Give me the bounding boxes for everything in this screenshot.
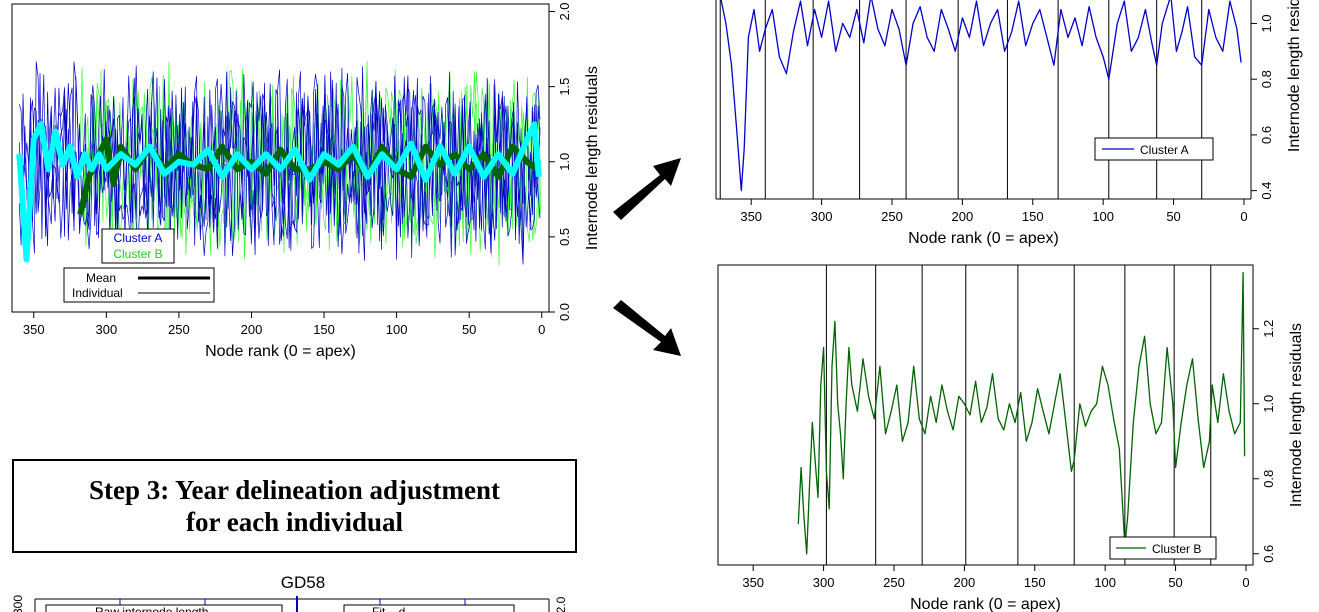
x-tick-label: 350 — [23, 322, 45, 337]
series-mean-cluster-a — [16, 121, 542, 263]
gd58-legend-right-label: Fit ...d ... — [372, 605, 419, 612]
gd58-legend-left-label: Raw internode length — [95, 605, 208, 612]
y-tick-label: 1.5 — [557, 78, 572, 96]
br-legend: Cluster B — [1109, 536, 1217, 560]
gd58-legend-right — [343, 604, 515, 612]
x-tick-label: 250 — [168, 322, 190, 337]
top-right-plot — [719, 0, 1242, 199]
y-tick-label: 0.8 — [1259, 70, 1274, 88]
x-tick-label: 200 — [952, 209, 974, 224]
y-tick-label: 0.6 — [1259, 126, 1274, 144]
legend-cluster-a: Cluster A — [1140, 143, 1189, 157]
legend-box-groups — [101, 228, 175, 264]
bottom-right-plot — [797, 265, 1246, 565]
legend-cluster-b: Cluster B — [1152, 542, 1201, 556]
individual-line — [18, 61, 541, 261]
individual-line — [18, 66, 541, 260]
series-cluster-b — [797, 271, 1246, 555]
x-tick-label: 50 — [1168, 575, 1182, 590]
left-plot — [16, 60, 542, 266]
series-cluster-a — [720, 0, 1242, 192]
y-tick-label: 0.4 — [1259, 182, 1274, 200]
gd58-y-tick-right: 2.0 — [554, 596, 568, 612]
x-tick-label: 200 — [241, 322, 263, 337]
legend-box — [1109, 536, 1217, 560]
y-axis-label: Internode length residuals — [1286, 0, 1303, 152]
x-tick-label: 300 — [813, 575, 835, 590]
y-tick-label: 0.5 — [557, 228, 572, 246]
legend-box — [1094, 137, 1214, 161]
tr-axes: 350 300 250 200 150 100 50 0 Node rank (0 = apex… — [715, 0, 1303, 247]
gd58-legend-left — [45, 604, 283, 612]
br-frame — [717, 264, 1254, 566]
x-tick-label: 350 — [740, 209, 762, 224]
y-tick-label: 1.0 — [1259, 14, 1274, 32]
left-frame — [11, 3, 550, 313]
y-axis-label: Internode length residuals — [584, 66, 601, 250]
x-tick-label: 350 — [742, 575, 764, 590]
x-tick-label: 250 — [883, 575, 905, 590]
legend-cluster-a: Cluster A — [114, 231, 163, 245]
y-tick-label: 0.6 — [1261, 545, 1276, 563]
x-tick-label: 150 — [313, 322, 335, 337]
x-axis-label: Node rank (0 = apex) — [908, 230, 1059, 247]
y-tick-label: 0.0 — [557, 303, 572, 321]
x-tick-label: 0 — [538, 322, 545, 337]
tr-legend: Cluster A — [1094, 137, 1214, 161]
arrow-up-right-icon — [613, 158, 681, 220]
gd58-panel: GD58 300 2.0 Raw internode length Fit ...d .… — [11, 573, 568, 612]
legend-mean-label: Mean — [86, 271, 116, 285]
x-axis-label: Node rank (0 = apex) — [910, 596, 1061, 612]
x-tick-label: 100 — [1092, 209, 1114, 224]
x-tick-label: 0 — [1242, 575, 1249, 590]
gd58-title: GD58 — [281, 573, 325, 592]
legend-box-styles — [63, 267, 215, 303]
x-tick-label: 300 — [95, 322, 117, 337]
y-tick-label: 2.0 — [557, 2, 572, 20]
arrow-down-right-icon — [613, 300, 681, 356]
x-tick-label: 150 — [1024, 575, 1046, 590]
left-axes: 350 300 250 200 150 100 50 0 Node rank (0 = apex… — [11, 2, 601, 360]
br-axes: 350 300 250 200 150 100 50 0 Node rank (0 = apex… — [717, 264, 1305, 612]
legend-individual-label: Individual — [72, 286, 123, 300]
y-tick-label: 1.0 — [557, 153, 572, 171]
y-tick-label: 1.2 — [1261, 320, 1276, 338]
x-tick-label: 250 — [881, 209, 903, 224]
x-tick-label: 0 — [1240, 209, 1247, 224]
y-axis-label: Internode length residuals — [1288, 323, 1305, 507]
x-tick-label: 100 — [1094, 575, 1116, 590]
gd58-y-tick-left: 300 — [11, 595, 25, 612]
step3-line1: Step 3: Year delineation adjustment — [89, 475, 500, 505]
step3-box: Step 3: Year delineation adjustment for … — [12, 459, 577, 553]
y-tick-label: 1.0 — [1261, 395, 1276, 413]
x-tick-label: 300 — [811, 209, 833, 224]
x-tick-label: 50 — [1166, 209, 1180, 224]
x-tick-label: 200 — [954, 575, 976, 590]
x-tick-label: 100 — [386, 322, 408, 337]
x-axis-label: Node rank (0 = apex) — [205, 343, 356, 360]
y-tick-label: 0.8 — [1261, 470, 1276, 488]
x-tick-label: 50 — [462, 322, 476, 337]
x-tick-label: 150 — [1022, 209, 1044, 224]
step3-line2: for each individual — [185, 507, 404, 537]
legend-cluster-b: Cluster B — [113, 247, 162, 261]
